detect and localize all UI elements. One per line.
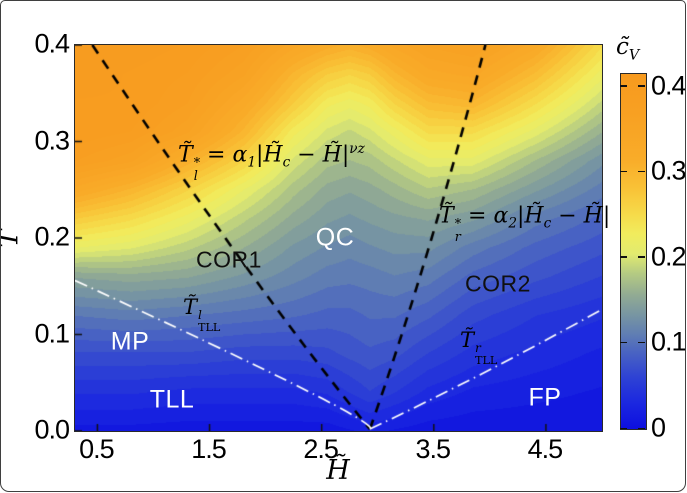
colorbar-tick-mark	[638, 256, 645, 258]
eq-left-sub: l	[193, 168, 198, 184]
eq-left-abs1: |H̃	[256, 142, 283, 168]
tll-right-sub: TLL	[475, 353, 498, 367]
eq-right-alpha-sub: 2	[508, 215, 518, 232]
colorbar-tick-mark	[638, 427, 645, 429]
eq-left-abs2: − H̃|	[290, 142, 350, 168]
y-tick-label-0.3: 0.3	[34, 125, 70, 155]
phase-label-tll: TLL	[149, 385, 195, 414]
colorbar-tick-mark	[620, 170, 627, 173]
x-tick-label-4.5: 4.5	[527, 434, 564, 464]
phase-label-fp: FP	[528, 383, 562, 412]
y-tick-label-0.1: 0.1	[34, 318, 70, 348]
eq-left-exponent: νz	[349, 141, 365, 157]
colorbar-label: c̃V	[616, 34, 639, 64]
phase-label-cor1: COR1	[196, 246, 262, 273]
colorbar-tick-label-0.1: 0.1	[651, 326, 686, 357]
phase-label-cor2: COR2	[465, 270, 531, 297]
tll-right-base: T̃	[460, 328, 475, 352]
x-tick-label-1.5: 1.5	[191, 434, 227, 464]
eq-right-abs1: |H̃	[517, 203, 544, 229]
colorbar-tick-mark	[638, 170, 645, 173]
eq-right-sub: r	[454, 229, 461, 245]
eq-right-equals: = α	[461, 203, 509, 229]
equation-t-star-left: T̃ * l = α1|H̃c − H̃|νz	[178, 141, 365, 184]
phase-label-mp: MP	[110, 327, 150, 356]
y-tick-label-0.2: 0.2	[34, 221, 70, 252]
eq-right-base: T̃	[439, 203, 454, 229]
colorbar-tick-mark	[638, 341, 645, 344]
eq-left-alpha-sub: 1	[247, 154, 257, 171]
tll-left-sup: l	[198, 308, 202, 323]
colorbar-tick-mark	[620, 85, 627, 87]
eq-right-abs2: − H̃|	[551, 203, 611, 229]
x-axis-label: H̃	[326, 455, 350, 486]
colorbar-tick-label-0.3: 0.3	[651, 155, 686, 186]
plot-area: COR1 QC COR2 MP TLL FP T̃ * l = α1|H̃c − H…	[74, 44, 610, 432]
colorbar-tick-mark	[620, 341, 627, 344]
heatmap-canvas	[75, 45, 602, 431]
label-t-tll-left: T̃ l TLL	[183, 295, 220, 333]
equation-t-star-right: T̃ * r = α2|H̃c − H̃|	[439, 202, 610, 245]
tll-right-sup: r	[475, 341, 481, 356]
eq-left-base: T̃	[178, 142, 193, 168]
phase-label-qc: QC	[315, 223, 355, 252]
eq-left-equals: = α	[200, 142, 248, 168]
colorbar-tick-mark	[620, 427, 627, 429]
colorbar-tick-label-0.4: 0.4	[651, 70, 686, 101]
colorbar	[620, 73, 647, 430]
x-tick-label-0.5: 0.5	[79, 434, 115, 464]
colorbar-tick-mark	[620, 256, 627, 258]
x-tick-label-2.5: 2.5	[303, 434, 339, 464]
eq-right-sup: *	[454, 217, 462, 233]
colorbar-tick-label-0: 0	[651, 412, 666, 443]
tll-left-sub: TLL	[198, 320, 221, 334]
colorbar-label-base: c̃	[616, 34, 629, 60]
label-t-tll-right: T̃ r TLL	[460, 328, 497, 366]
tll-left-base: T̃	[183, 295, 198, 319]
eq-left-sup: *	[193, 156, 201, 172]
colorbar-label-sub: V	[628, 47, 640, 64]
y-tick-label-0.0: 0.0	[34, 414, 70, 445]
colorbar-tick-mark	[638, 85, 645, 87]
eq-left-h-sub: c	[282, 154, 291, 171]
y-tick-label-0.4: 0.4	[34, 28, 70, 59]
colorbar-tick-label-0.2: 0.2	[651, 241, 686, 272]
eq-right-h-sub: c	[543, 215, 552, 232]
x-tick-label-3.5: 3.5	[415, 434, 452, 464]
